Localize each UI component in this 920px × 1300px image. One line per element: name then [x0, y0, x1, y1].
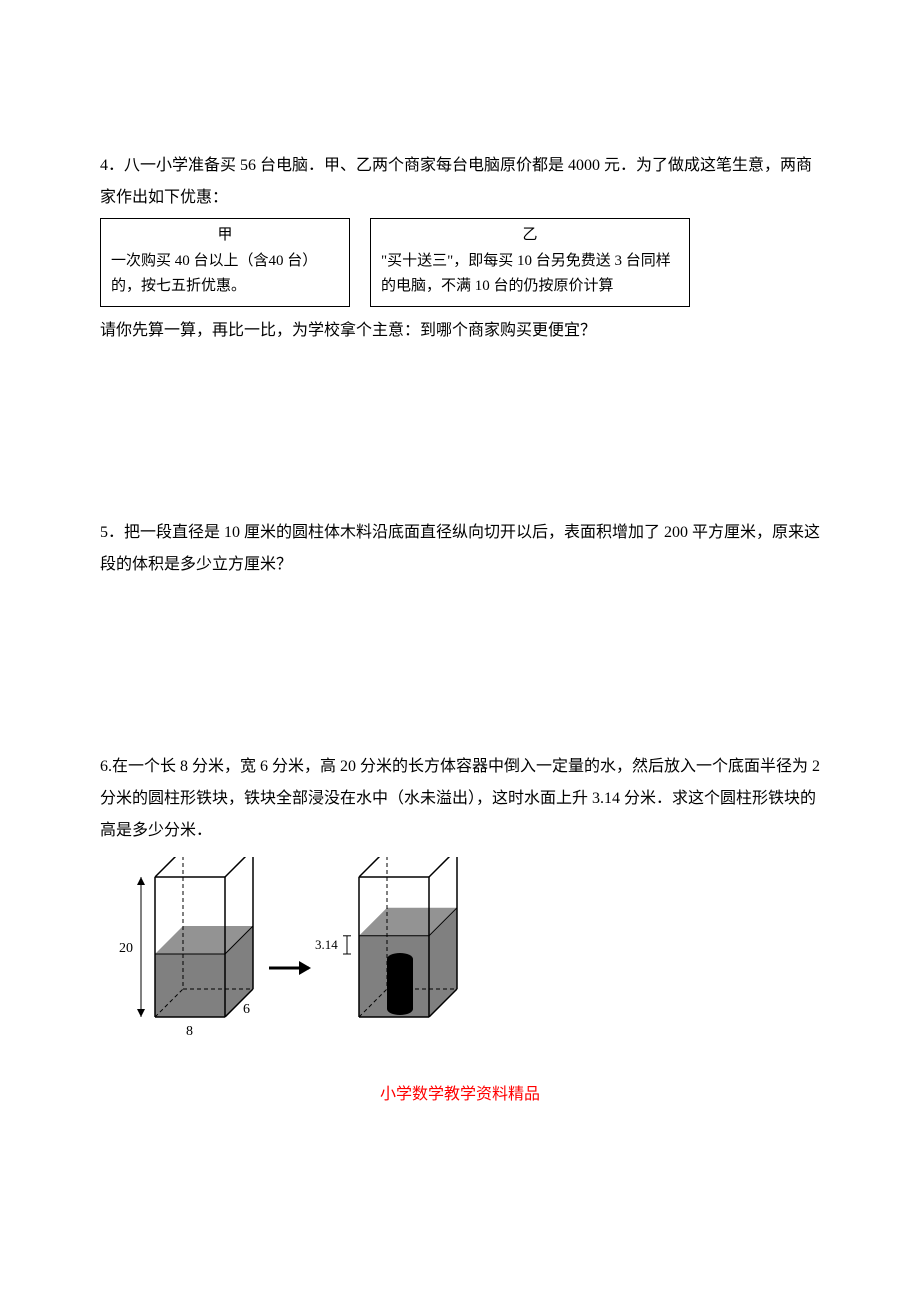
problem-4-intro: 4．八一小学准备买 56 台电脑．甲、乙两个商家每台电脑原价都是 4000 元．…: [100, 150, 820, 214]
page-content: 4．八一小学准备买 56 台电脑．甲、乙两个商家每台电脑原价都是 4000 元．…: [0, 0, 920, 1144]
merchant-boxes: 甲 一次购买 40 台以上（含40 台）的，按七五折优惠。 乙 "买十送三"，即…: [100, 218, 820, 307]
box-yi-title: 乙: [381, 223, 679, 249]
problem-4: 4．八一小学准备买 56 台电脑．甲、乙两个商家每台电脑原价都是 4000 元．…: [100, 150, 820, 214]
svg-text:6: 6: [243, 1002, 250, 1017]
svg-text:20: 20: [119, 941, 133, 956]
svg-text:3.14: 3.14: [315, 936, 338, 951]
containers-svg: 20 8 6 3.14: [100, 857, 480, 1057]
svg-text:8: 8: [186, 1024, 193, 1039]
box-jia-body: 一次购买 40 台以上（含40 台）的，按七五折优惠。: [111, 249, 339, 300]
box-jia-title: 甲: [111, 223, 339, 249]
problem-4-after: 请你先算一算，再比一比，为学校拿个主意：到哪个商家购买更便宜？: [100, 315, 820, 347]
box-yi-body: "买十送三"，即每买 10 台另免费送 3 台同样的电脑，不满 10 台的仍按原…: [381, 249, 679, 300]
problem-6: 6.在一个长 8 分米，宽 6 分米，高 20 分米的长方体容器中倒入一定量的水…: [100, 751, 820, 847]
problem-6-diagram: 20 8 6 3.14: [100, 857, 820, 1062]
problem-5: 5．把一段直径是 10 厘米的圆柱体木料沿底面直径纵向切开以后，表面积增加了 2…: [100, 517, 820, 581]
box-jia: 甲 一次购买 40 台以上（含40 台）的，按七五折优惠。: [100, 218, 350, 307]
box-yi: 乙 "买十送三"，即每买 10 台另免费送 3 台同样的电脑，不满 10 台的仍…: [370, 218, 690, 307]
footer-text: 小学数学教学资料精品: [100, 1080, 820, 1104]
